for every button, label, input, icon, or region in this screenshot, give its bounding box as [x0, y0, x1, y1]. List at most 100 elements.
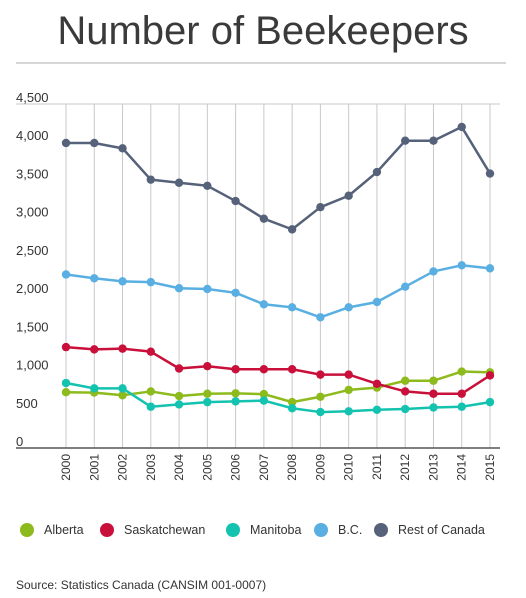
y-tick-label: 1,500 — [16, 319, 49, 334]
legend-item-saskatchewan: Saskatchewan — [100, 520, 205, 540]
data-point-saskatchewan — [61, 342, 71, 352]
data-point-b-c- — [344, 303, 353, 312]
data-point-alberta — [259, 389, 269, 399]
data-point-saskatchewan — [90, 345, 99, 354]
series-line-alberta — [65, 370, 491, 404]
legend-swatch-manitoba — [226, 523, 240, 537]
data-point-b-c- — [118, 277, 127, 286]
data-point-b-c- — [401, 282, 410, 291]
data-point-alberta — [203, 389, 212, 398]
y-tick-label: 2,500 — [16, 243, 49, 258]
data-point-manitoba — [231, 397, 240, 406]
x-tick-label: 2004 — [172, 454, 186, 481]
data-point-saskatchewan — [231, 365, 240, 374]
x-tick-label: 2008 — [285, 454, 299, 481]
data-point-manitoba — [429, 403, 438, 412]
data-point-manitoba — [146, 402, 155, 411]
y-tick-label: 4,500 — [16, 90, 49, 105]
x-tick-label: 2005 — [200, 454, 214, 481]
data-point-b-c- — [203, 284, 212, 294]
x-tick-label: 2002 — [116, 454, 130, 481]
data-point-manitoba — [401, 404, 410, 414]
legend-label-manitoba: Manitoba — [250, 523, 302, 537]
data-point-b-c- — [90, 274, 99, 283]
data-point-saskatchewan — [344, 370, 353, 379]
title-divider — [16, 62, 506, 64]
data-point-manitoba — [203, 397, 212, 407]
legend-label-bc: B.C. — [338, 523, 363, 537]
data-point-b-c- — [287, 303, 297, 312]
data-point-rest-of-canada — [231, 196, 240, 206]
legend-item-rest-of-canada: Rest of Canada — [374, 520, 485, 540]
legend-swatch-bc — [314, 523, 328, 537]
data-point-alberta — [429, 376, 438, 385]
data-point-b-c- — [316, 313, 325, 322]
data-point-saskatchewan — [259, 365, 269, 374]
data-point-saskatchewan — [457, 389, 466, 398]
data-point-alberta — [231, 389, 240, 398]
data-point-alberta — [146, 387, 155, 396]
data-point-saskatchewan — [401, 387, 410, 396]
x-tick-label: 2015 — [483, 454, 497, 481]
legend-label-saskatchewan: Saskatchewan — [124, 523, 206, 537]
data-point-rest-of-canada — [287, 225, 297, 234]
data-point-saskatchewan — [287, 365, 297, 374]
y-tick-label: 2,000 — [16, 281, 49, 296]
data-point-manitoba — [485, 397, 495, 407]
data-point-rest-of-canada — [118, 144, 127, 153]
data-point-b-c- — [231, 288, 240, 298]
legend-label-alberta: Alberta — [44, 523, 84, 537]
data-point-alberta — [401, 376, 410, 385]
series-line-manitoba — [65, 381, 491, 414]
data-point-manitoba — [174, 400, 184, 409]
data-point-b-c- — [146, 277, 155, 287]
data-point-b-c- — [429, 267, 438, 276]
data-point-manitoba — [287, 404, 297, 413]
legend-item-manitoba: Manitoba — [226, 520, 301, 540]
data-point-manitoba — [90, 384, 99, 393]
data-point-manitoba — [118, 384, 127, 393]
y-tick-label: 3,000 — [16, 205, 49, 220]
data-point-b-c- — [457, 261, 466, 270]
data-point-b-c- — [174, 284, 184, 293]
data-point-manitoba — [61, 378, 71, 388]
legend-swatch-alberta — [20, 523, 34, 537]
legend-item-bc: B.C. — [314, 520, 362, 540]
data-point-alberta — [174, 391, 184, 401]
x-tick-label: 2009 — [313, 454, 327, 481]
data-point-alberta — [287, 397, 297, 407]
legend-swatch-rest-of-canada — [374, 523, 388, 537]
y-tick-label: 1,000 — [16, 358, 49, 373]
legend-swatch-saskatchewan — [100, 523, 114, 537]
data-point-rest-of-canada — [203, 181, 212, 190]
y-tick-label: 3,500 — [16, 166, 49, 181]
data-point-rest-of-canada — [457, 122, 466, 132]
data-point-alberta — [457, 367, 466, 376]
data-point-rest-of-canada — [259, 214, 269, 223]
data-point-rest-of-canada — [61, 138, 71, 148]
series-line-rest-of-canada — [66, 125, 492, 231]
data-point-rest-of-canada — [316, 203, 325, 212]
legend: Alberta Saskatchewan Manitoba B.C. Rest … — [0, 520, 526, 540]
data-point-saskatchewan — [485, 371, 495, 380]
data-point-saskatchewan — [372, 379, 382, 388]
x-tick-label: 2013 — [426, 454, 440, 481]
data-point-b-c- — [372, 297, 382, 307]
data-point-alberta — [118, 391, 127, 400]
data-point-b-c- — [485, 264, 495, 273]
source-note: Source: Statistics Canada (CANSIM 001-00… — [16, 578, 267, 592]
x-tick-label: 2006 — [229, 454, 243, 481]
x-tick-label: 2012 — [398, 454, 412, 481]
x-tick-label: 2003 — [144, 454, 158, 481]
x-tick-label: 2011 — [370, 454, 384, 480]
data-point-saskatchewan — [429, 389, 438, 398]
data-point-rest-of-canada — [90, 138, 99, 148]
chart-title: Number of Beekeepers — [57, 9, 469, 53]
x-tick-label: 2000 — [59, 454, 73, 481]
data-point-alberta — [316, 392, 325, 401]
data-point-rest-of-canada — [485, 169, 495, 178]
data-point-rest-of-canada — [401, 136, 410, 145]
x-tick-label: 2010 — [342, 454, 356, 481]
data-point-rest-of-canada — [146, 175, 155, 184]
data-point-alberta — [344, 385, 353, 395]
